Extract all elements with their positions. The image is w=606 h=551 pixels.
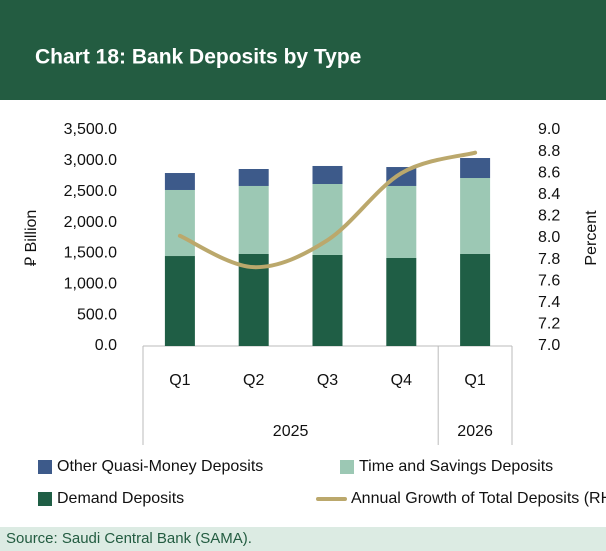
y2-tick-label: 8.4	[538, 186, 560, 203]
x-tick-label: Q3	[317, 372, 338, 389]
bar	[164, 173, 195, 190]
y2-tick-label: 7.8	[538, 251, 560, 268]
bar	[386, 167, 417, 186]
x-tick-label: Q1	[464, 372, 485, 389]
legend-swatch	[38, 460, 52, 474]
x-tick-label: Q1	[169, 372, 190, 389]
bar	[386, 257, 417, 346]
y-tick-label: 500.0	[77, 306, 117, 323]
y2-axis-label: Percent	[583, 210, 600, 266]
bar	[460, 253, 491, 346]
bar	[312, 165, 343, 184]
line	[177, 150, 478, 270]
bar	[164, 189, 195, 257]
header	[0, 0, 606, 100]
legend-label: Demand Deposits	[57, 490, 184, 507]
y-tick-label: 2,500.0	[64, 183, 117, 200]
y-tick-label: 3,500.0	[64, 121, 117, 138]
x-tick-label: Q2	[243, 372, 264, 389]
y2-tick-label: 7.0	[538, 337, 560, 354]
bar	[238, 169, 269, 186]
bar	[386, 185, 417, 258]
y-tick-label: 0.0	[95, 337, 117, 354]
x-tick-label: Q4	[391, 372, 412, 389]
y2-tick-label: 8.0	[538, 229, 560, 246]
bar	[164, 256, 195, 346]
y2-tick-label: 7.4	[538, 294, 560, 311]
legend-label: Other Quasi-Money Deposits	[57, 458, 263, 475]
group-label: 2025	[273, 423, 309, 440]
y2-tick-label: 9.0	[538, 121, 560, 138]
legend-label: Annual Growth of Total Deposits (RHS)	[351, 490, 606, 507]
y-tick-label: 1,500.0	[64, 245, 117, 262]
y2-tick-label: 8.8	[538, 143, 560, 160]
y-axis-label: ⃁ Billion	[23, 210, 40, 267]
legend-swatch	[340, 460, 354, 474]
y-tick-label: 1,000.0	[64, 276, 117, 293]
y2-tick-label: 7.6	[538, 272, 560, 289]
chart-title: Chart 18: Bank Deposits by Type	[35, 46, 361, 69]
y2-tick-label: 8.2	[538, 208, 560, 225]
legend-label: Time and Savings Deposits	[359, 458, 553, 475]
bar	[238, 185, 269, 254]
y2-tick-label: 8.6	[538, 164, 560, 181]
group-label: 2026	[457, 423, 493, 440]
bar	[312, 254, 343, 346]
bar	[238, 253, 269, 346]
bar	[460, 158, 491, 179]
y-tick-label: 3,000.0	[64, 152, 117, 169]
source-strip	[0, 527, 606, 551]
y2-tick-label: 7.2	[538, 316, 560, 333]
legend-swatch	[38, 492, 52, 506]
bar	[312, 184, 343, 255]
source: Source: Saudi Central Bank (SAMA).	[6, 530, 252, 547]
y-tick-label: 2,000.0	[64, 214, 117, 231]
bar	[460, 178, 491, 254]
